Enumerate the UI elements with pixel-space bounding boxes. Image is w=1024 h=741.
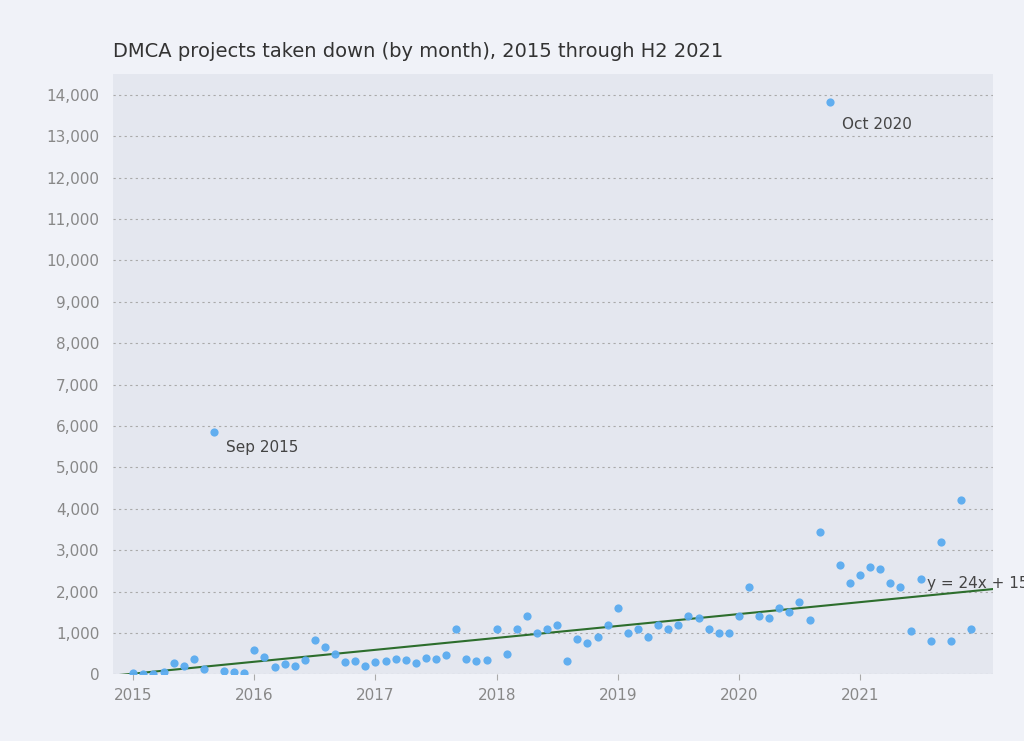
- Point: [963, 623, 979, 635]
- Point: [418, 652, 434, 664]
- Point: [609, 602, 626, 614]
- Point: [327, 648, 343, 660]
- Point: [680, 611, 696, 622]
- Point: [590, 631, 606, 643]
- Point: [923, 635, 939, 647]
- Point: [751, 611, 767, 622]
- Point: [700, 623, 717, 635]
- Point: [135, 668, 152, 680]
- Point: [650, 619, 667, 631]
- Point: [478, 654, 495, 666]
- Point: [852, 569, 868, 581]
- Point: [216, 665, 232, 677]
- Point: [316, 642, 333, 654]
- Point: [287, 660, 303, 672]
- Point: [246, 644, 262, 656]
- Point: [266, 662, 283, 674]
- Point: [580, 637, 596, 649]
- Point: [387, 653, 403, 665]
- Point: [237, 667, 253, 679]
- Point: [438, 649, 455, 661]
- Point: [449, 623, 465, 635]
- Point: [499, 648, 515, 659]
- Point: [347, 655, 364, 667]
- Point: [519, 611, 536, 622]
- Point: [378, 655, 394, 667]
- Point: [428, 654, 444, 665]
- Point: [166, 657, 182, 668]
- Point: [690, 613, 707, 625]
- Point: [226, 666, 243, 678]
- Point: [528, 627, 545, 639]
- Point: [892, 582, 908, 594]
- Point: [307, 634, 324, 646]
- Point: [660, 623, 677, 635]
- Point: [831, 559, 848, 571]
- Point: [468, 655, 484, 667]
- Point: [731, 611, 748, 622]
- Point: [357, 660, 374, 672]
- Text: Sep 2015: Sep 2015: [226, 440, 298, 456]
- Point: [256, 651, 272, 663]
- Point: [488, 623, 505, 635]
- Point: [297, 654, 313, 665]
- Point: [862, 561, 879, 573]
- Point: [821, 96, 838, 108]
- Point: [156, 666, 172, 678]
- Point: [802, 614, 818, 626]
- Point: [125, 667, 141, 679]
- Point: [620, 627, 636, 639]
- Point: [781, 606, 798, 618]
- Text: y = 24x + 15.5: y = 24x + 15.5: [927, 576, 1024, 591]
- Point: [761, 613, 777, 625]
- Point: [559, 655, 575, 667]
- Point: [145, 668, 162, 679]
- Text: Oct 2020: Oct 2020: [842, 117, 911, 132]
- Point: [337, 656, 353, 668]
- Point: [882, 577, 898, 589]
- Point: [549, 619, 565, 631]
- Point: [397, 654, 414, 665]
- Point: [640, 631, 656, 643]
- Point: [952, 494, 969, 506]
- Point: [408, 657, 424, 668]
- Point: [175, 660, 191, 672]
- Point: [185, 653, 202, 665]
- Point: [872, 563, 889, 575]
- Point: [670, 619, 686, 631]
- Point: [599, 619, 615, 631]
- Point: [196, 663, 212, 675]
- Point: [811, 525, 827, 537]
- Point: [458, 653, 474, 665]
- Point: [569, 634, 586, 645]
- Point: [740, 582, 757, 594]
- Point: [539, 623, 555, 635]
- Text: DMCA projects taken down (by month), 2015 through H2 2021: DMCA projects taken down (by month), 201…: [113, 42, 723, 62]
- Point: [721, 627, 737, 639]
- Point: [902, 625, 919, 637]
- Point: [771, 602, 787, 614]
- Point: [933, 536, 949, 548]
- Point: [842, 577, 858, 589]
- Point: [509, 623, 525, 635]
- Point: [276, 657, 293, 669]
- Point: [943, 635, 959, 647]
- Point: [792, 596, 808, 608]
- Point: [368, 656, 384, 668]
- Point: [206, 426, 222, 438]
- Point: [912, 574, 929, 585]
- Point: [711, 627, 727, 639]
- Point: [630, 623, 646, 635]
